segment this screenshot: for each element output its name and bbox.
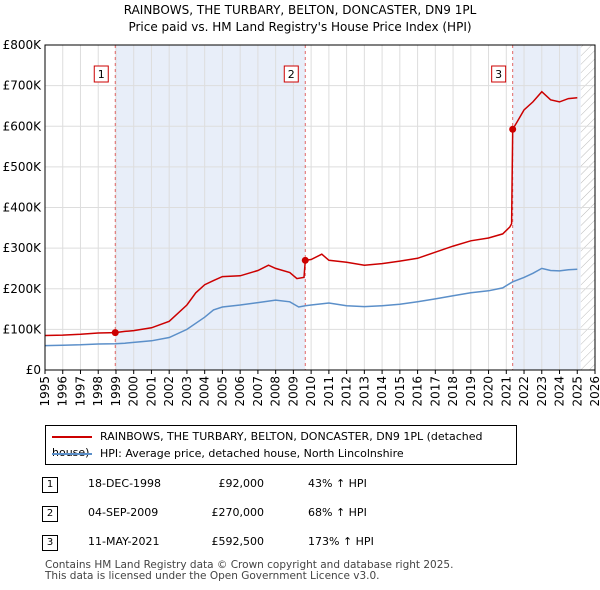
plot-frame <box>44 44 596 371</box>
legend-label-hpi: HPI: Average price, detached house, Nort… <box>100 447 404 460</box>
x-tick-label: 2015 <box>393 376 407 407</box>
sale-point <box>111 329 119 337</box>
sale-price: £92,000 <box>218 477 265 490</box>
x-tick-label: 2011 <box>322 376 336 407</box>
x-tick-label: 2012 <box>340 376 354 407</box>
y-tick-label: £500K <box>3 160 43 174</box>
y-tick-label: £200K <box>3 282 43 296</box>
y-tick-label: £0 <box>26 363 41 377</box>
x-tick-label: 1997 <box>73 376 87 407</box>
sale-number-badge: 1 <box>42 477 58 493</box>
sale-label: 3 <box>495 68 502 81</box>
x-tick-label: 1998 <box>91 376 105 407</box>
sale-label-box <box>283 65 299 83</box>
sale-hpi-change: 43% ↑ HPI <box>308 477 367 490</box>
x-tick-label: 1995 <box>38 376 52 407</box>
x-tick-label: 2007 <box>251 376 265 407</box>
x-tick-label: 2009 <box>286 376 300 407</box>
sale-price: £592,500 <box>211 535 265 548</box>
sale-date: 18-DEC-1998 <box>88 477 162 490</box>
x-tick-label: 2004 <box>198 376 212 407</box>
x-tick-label: 2019 <box>464 376 478 407</box>
x-tick-label: 2018 <box>446 376 460 407</box>
x-tick-label: 1996 <box>56 376 70 407</box>
y-tick-label: £400K <box>3 201 43 215</box>
x-tick-label: 2002 <box>162 376 176 407</box>
x-tick-label: 2014 <box>375 376 389 407</box>
y-tick-label: £300K <box>3 241 43 255</box>
sale-row: 2 04-SEP-2009 £270,000 68% ↑ HPI <box>40 503 560 532</box>
legend-label-sold: RAINBOWS, THE TURBARY, BELTON, DONCASTER… <box>52 430 483 459</box>
legend-swatch-hpi <box>52 453 92 455</box>
y-tick-label: £100K <box>3 322 43 336</box>
sale-date: 11-MAY-2021 <box>88 535 160 548</box>
chart-title: RAINBOWS, THE TURBARY, BELTON, DONCASTER… <box>124 3 477 17</box>
x-tick-label: 2003 <box>180 376 194 407</box>
x-tick-label: 2021 <box>499 376 513 407</box>
x-tick-label: 2008 <box>269 376 283 407</box>
legend-swatch-sold <box>52 436 92 438</box>
x-tick-label: 2001 <box>144 376 158 407</box>
sale-label: 1 <box>98 68 105 81</box>
hpi-line <box>44 267 578 347</box>
x-tick-label: 2005 <box>215 376 229 407</box>
sales-table: 1 18-DEC-1998 £92,000 43% ↑ HPI 2 04-SEP… <box>40 474 560 561</box>
sale-label-box <box>491 65 507 83</box>
x-tick-label: 2022 <box>517 376 531 407</box>
x-tick-label: 2017 <box>428 376 442 407</box>
x-tick-label: 2023 <box>535 376 549 407</box>
sale-row: 3 11-MAY-2021 £592,500 173% ↑ HPI <box>40 532 560 561</box>
x-tick-label: 2006 <box>233 376 247 407</box>
sale-hpi-change: 173% ↑ HPI <box>308 535 374 548</box>
y-tick-label: £700K <box>3 79 43 93</box>
legend-item-hpi: HPI: Average price, detached house, Nort… <box>52 446 404 462</box>
x-tick-label: 2026 <box>588 376 600 407</box>
sale-number-badge: 2 <box>42 506 58 522</box>
footer-licence: This data is licensed under the Open Gov… <box>45 570 380 582</box>
x-tick-label: 2013 <box>357 376 371 407</box>
x-tick-label: 2000 <box>127 376 141 407</box>
legend-item-sold: RAINBOWS, THE TURBARY, BELTON, DONCASTER… <box>52 429 516 459</box>
x-tick-label: 1999 <box>109 376 123 407</box>
sale-row: 1 18-DEC-1998 £92,000 43% ↑ HPI <box>40 474 560 503</box>
x-tick-label: 2016 <box>411 376 425 407</box>
x-tick-label: 2010 <box>304 376 318 407</box>
sale-label-box <box>93 65 109 83</box>
sale-hpi-change: 68% ↑ HPI <box>308 506 367 519</box>
sale-point <box>301 256 309 264</box>
sale-label: 2 <box>288 68 295 81</box>
x-tick-label: 2024 <box>553 376 567 407</box>
sale-number-badge: 3 <box>42 535 58 551</box>
footer-copyright: Contains HM Land Registry data © Crown c… <box>45 559 454 571</box>
x-tick-label: 2020 <box>482 376 496 407</box>
property-price-line <box>44 90 578 337</box>
y-tick-label: £800K <box>3 38 43 52</box>
price-chart: RAINBOWS, THE TURBARY, BELTON, DONCASTER… <box>3 3 600 407</box>
y-tick-label: £600K <box>3 119 43 133</box>
sale-date: 04-SEP-2009 <box>88 506 159 519</box>
sale-point <box>509 125 517 133</box>
footer-note: Contains HM Land Registry data © Crown c… <box>45 560 595 582</box>
x-tick-label: 2025 <box>570 376 584 407</box>
chart-subtitle: Price paid vs. HM Land Registry's House … <box>128 20 471 34</box>
chart-legend: RAINBOWS, THE TURBARY, BELTON, DONCASTER… <box>45 425 517 465</box>
sale-price: £270,000 <box>211 506 265 519</box>
